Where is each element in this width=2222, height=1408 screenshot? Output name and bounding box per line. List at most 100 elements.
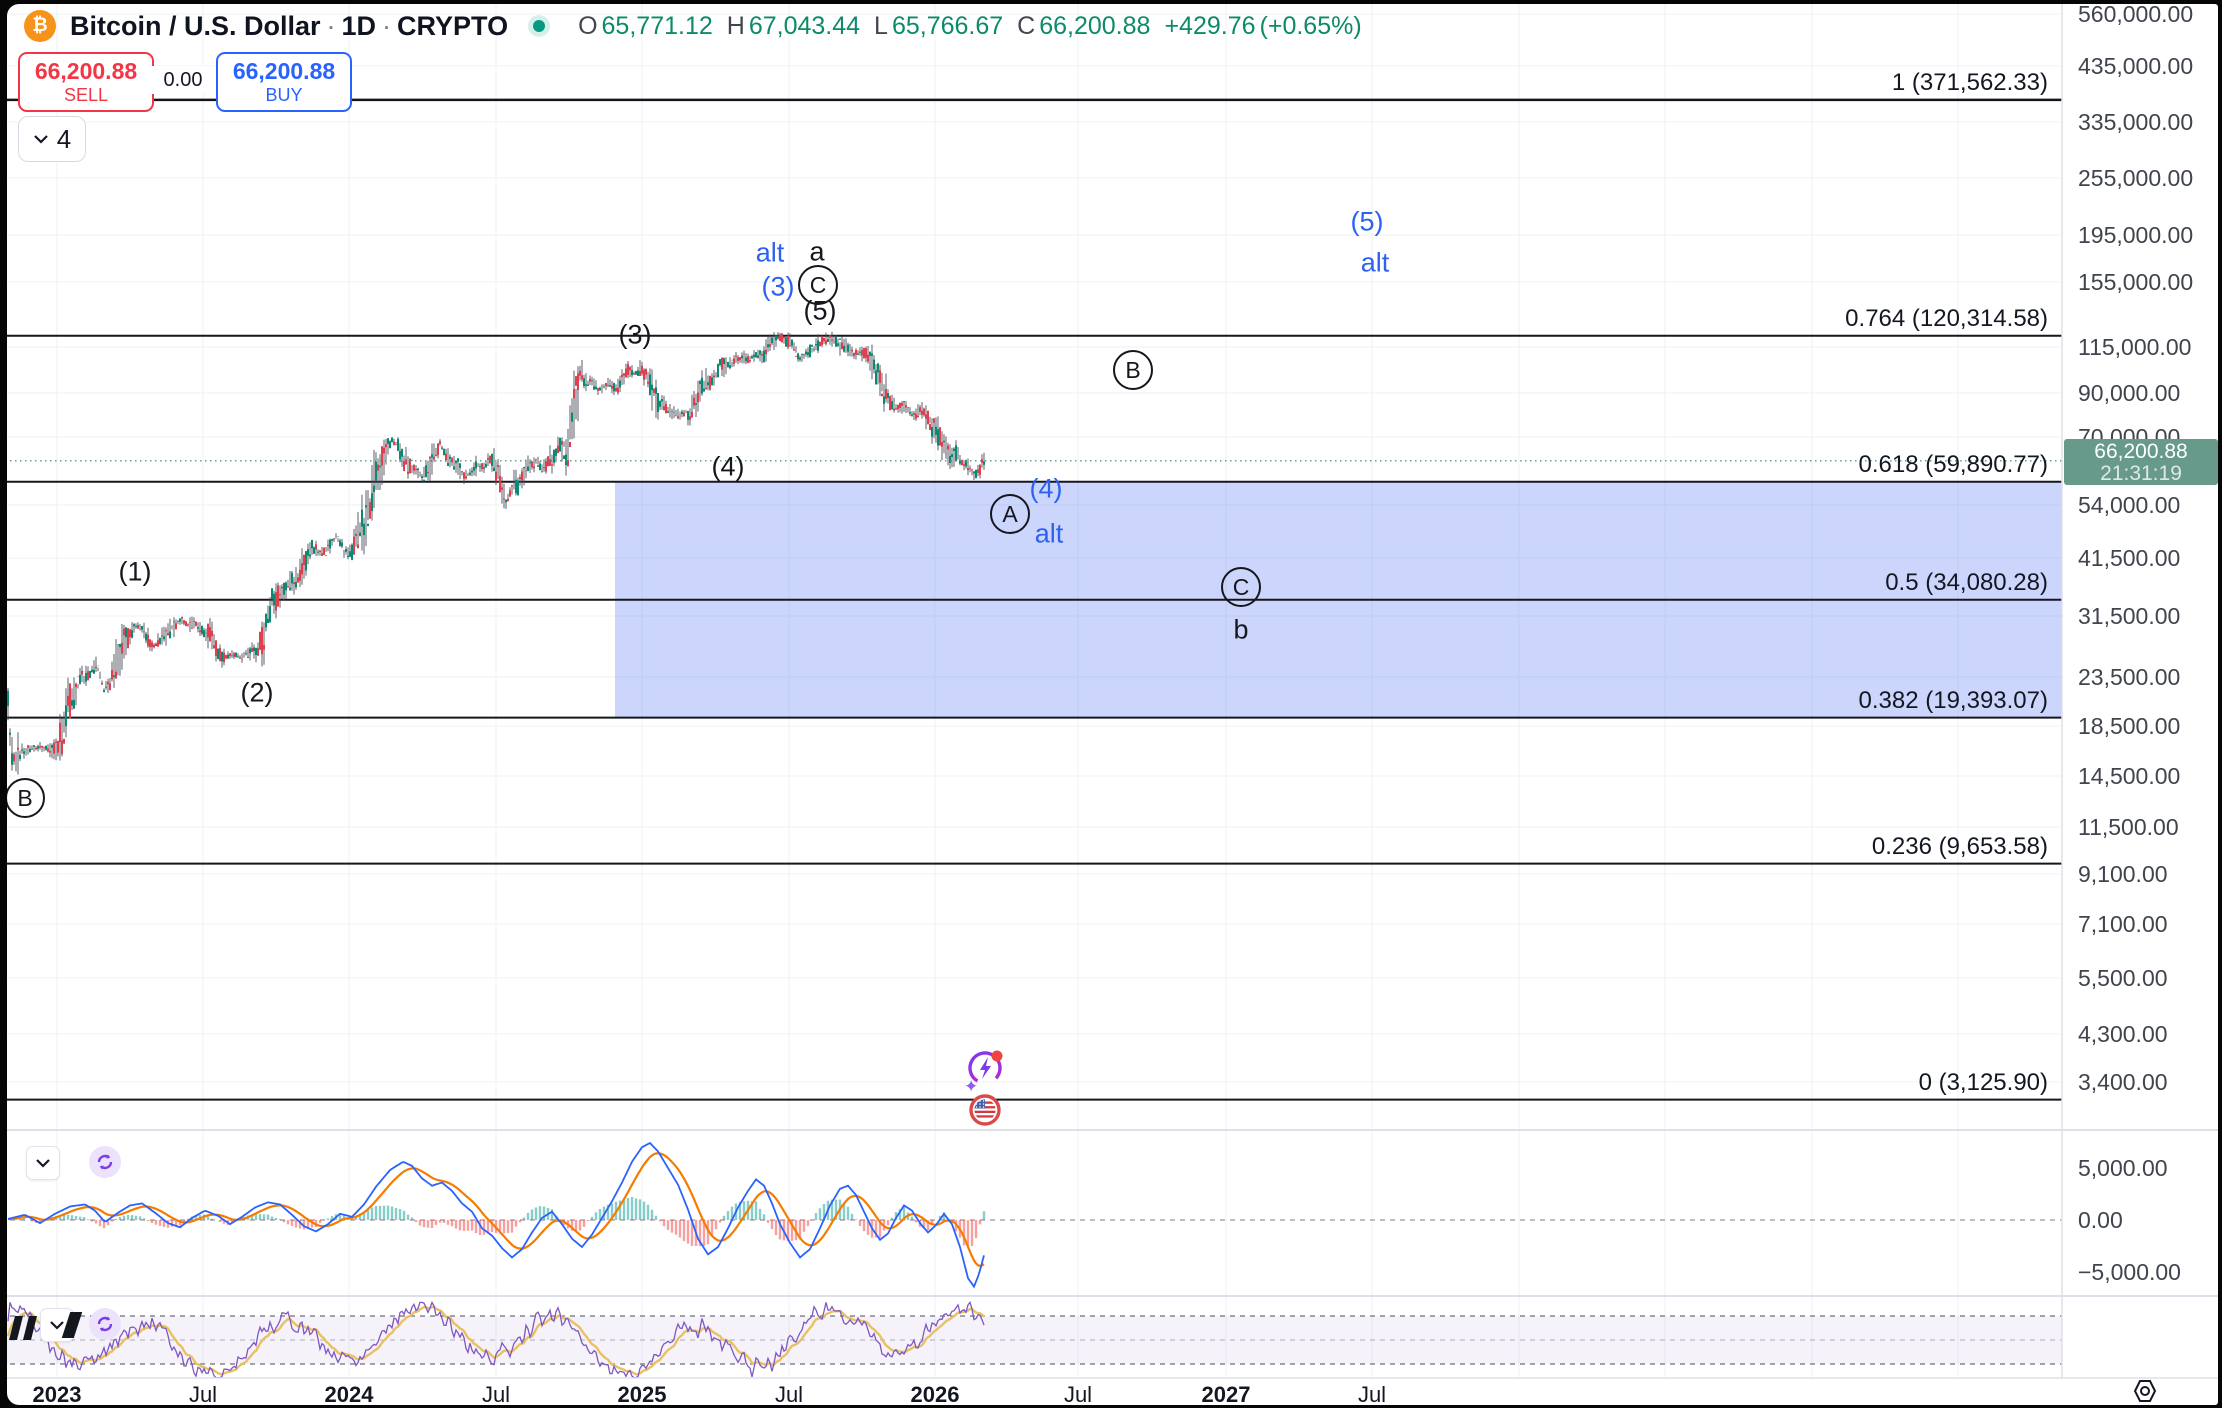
time-axis-label[interactable]: 2023 (32, 1382, 82, 1405)
interval-label[interactable]: 1D (341, 10, 377, 41)
wave-label-alt[interactable]: alt (1034, 518, 1064, 549)
time-axis-label[interactable]: Jul (1357, 1382, 1387, 1405)
price-axis-tick: 7,100.00 (2078, 911, 2168, 937)
current-price: 66,200.88 (2094, 439, 2188, 463)
wave-label-3[interactable]: (3) (618, 319, 652, 350)
fib-level-label: 0.382 (19,393.07) (1858, 686, 2048, 714)
economic-event-flag-icon[interactable] (969, 1094, 1001, 1126)
price-axis-tick: 31,500.00 (2078, 603, 2181, 629)
time-axis-label[interactable]: 2026 (910, 1382, 960, 1405)
current-price-badge: 66,200.88 21:31:19 (2064, 438, 2218, 485)
price-axis-tick: 14,500.00 (2078, 763, 2181, 789)
time-axis-label[interactable]: 2025 (617, 1382, 667, 1405)
time-axis-label[interactable]: Jul (481, 1382, 511, 1405)
loop-arrows-icon (97, 1154, 113, 1170)
time-axis-label[interactable]: Jul (774, 1382, 804, 1405)
chevron-down-icon (36, 1159, 50, 1168)
change-percent: (+0.65%) (1259, 11, 1362, 40)
wave-label-1[interactable]: (1) (118, 556, 152, 587)
fib-level-label: 0 (3,125.90) (1918, 1068, 2048, 1096)
macd-pane-collapse-button[interactable] (26, 1146, 60, 1180)
oscillator-refresh-icon[interactable] (89, 1308, 121, 1340)
price-axis-tick: 90,000.00 (2078, 380, 2181, 406)
wave-label-alt[interactable]: alt (755, 237, 785, 268)
low-value: 65,766.67 (891, 11, 1004, 40)
price-axis-tick: 560,000.00 (2078, 4, 2194, 27)
fib-level-label: 0.236 (9,653.58) (1871, 832, 2048, 860)
chart-canvas[interactable] (7, 4, 2218, 1405)
exchange-label[interactable]: CRYPTO (397, 10, 509, 41)
change-value: +429.76 (1164, 11, 1256, 40)
chevron-down-icon (50, 1321, 64, 1330)
price-axis-tick: 23,500.00 (2078, 664, 2181, 690)
chart-event-icons[interactable]: ✦ (952, 1040, 1022, 1140)
price-axis-tick: 5,500.00 (2078, 965, 2168, 991)
wave-label-A[interactable]: A (990, 494, 1030, 534)
price-axis-tick: 9,100.00 (2078, 861, 2168, 887)
wave-label-4[interactable]: (4) (1029, 473, 1063, 504)
price-axis-tick: 255,000.00 (2078, 165, 2194, 191)
gear-icon (2133, 1380, 2157, 1402)
candles-up (7, 335, 985, 765)
stoch-k-line (7, 1300, 985, 1379)
wave-label-a[interactable]: a (809, 236, 825, 267)
sell-price: 66,200.88 (34, 58, 138, 85)
wave-label-C[interactable]: C (1221, 567, 1261, 607)
timezone-settings-button[interactable] (2130, 1378, 2160, 1404)
candles-down (13, 333, 983, 762)
chart-legend: ₿ Bitcoin / U.S. Dollar · 1D · CRYPTO O 65,77… (24, 10, 1362, 42)
wave-label-C[interactable]: C (798, 265, 838, 305)
wave-label-5[interactable]: (5) (1350, 206, 1384, 237)
loop-arrows-icon (97, 1316, 113, 1332)
spread-value: 0.00 (152, 66, 214, 94)
buy-button[interactable]: 66,200.88 BUY (216, 52, 352, 112)
high-value: 67,043.44 (748, 11, 861, 40)
time-axis-label[interactable]: Jul (1063, 1382, 1093, 1405)
fib-level-label: 1 (371,562.33) (1891, 68, 2048, 96)
wave-label-5[interactable]: (5) (803, 295, 837, 326)
close-value: 66,200.88 (1039, 11, 1151, 40)
wave-label-2[interactable]: (2) (240, 677, 274, 708)
price-axis-tick: 18,500.00 (2078, 713, 2181, 739)
time-axis-label[interactable]: Jul (188, 1382, 218, 1405)
price-axis-tick: 4,300.00 (2078, 1021, 2168, 1047)
wave-label-alt[interactable]: alt (1360, 247, 1390, 278)
wave-label-b[interactable]: b (1233, 614, 1249, 645)
buy-price: 66,200.88 (232, 58, 336, 85)
macd-histogram-down (30, 1220, 982, 1246)
fib-level-label: 0.764 (120,314.58) (1845, 304, 2048, 332)
time-axis-label[interactable]: 2027 (1201, 1382, 1251, 1405)
price-axis-tick: 11,500.00 (2078, 814, 2179, 840)
wave-label-B[interactable]: B (7, 778, 45, 818)
fib-level-label: 0.5 (34,080.28) (1885, 568, 2048, 596)
price-axis-tick: 3,400.00 (2078, 1069, 2168, 1095)
price-axis-tick: 155,000.00 (2078, 269, 2194, 295)
macd-signal-line (7, 1152, 985, 1268)
wave-label-B[interactable]: B (1113, 350, 1153, 390)
macd-line (7, 1141, 985, 1289)
macd-refresh-icon[interactable] (89, 1146, 121, 1178)
svg-text:✦: ✦ (964, 1077, 978, 1096)
bitcoin-icon: ₿ (24, 10, 56, 42)
chevron-down-icon (33, 135, 48, 144)
price-axis-tick: 54,000.00 (2078, 492, 2181, 518)
collapsed-drawings-button[interactable]: 4 (18, 116, 86, 162)
open-value: 65,771.12 (601, 11, 713, 40)
symbol-title[interactable]: Bitcoin / U.S. Dollar · 1D · CRYPTO (70, 10, 509, 41)
wave-label-4[interactable]: (4) (711, 451, 745, 482)
wave-label-3[interactable]: (3) (761, 271, 795, 302)
time-axis-label[interactable]: 2024 (324, 1382, 374, 1405)
price-axis-tick: 435,000.00 (2078, 53, 2194, 79)
price-axis-tick: 195,000.00 (2078, 222, 2194, 248)
fib-level-label: 0.618 (59,890.77) (1858, 450, 2048, 478)
price-axis-tick: 115,000.00 (2078, 334, 2192, 360)
price-axis-tick: 335,000.00 (2078, 109, 2194, 135)
price-axis-tick: 41,500.00 (2078, 545, 2181, 571)
indicator-axis-tick: −5,000.00 (2078, 1259, 2181, 1285)
symbol-name[interactable]: Bitcoin / U.S. Dollar (70, 10, 321, 41)
indicator-axis-tick: 0.00 (2078, 1207, 2123, 1233)
ai-event-icon[interactable]: ✦ (964, 1048, 1005, 1096)
bar-countdown: 21:31:19 (2100, 461, 2182, 485)
ohlc-values: O 65,771.12 H 67,043.44 L 65,766.67 C 66,200… (578, 11, 1362, 40)
sell-button[interactable]: 66,200.88 SELL (18, 52, 154, 112)
